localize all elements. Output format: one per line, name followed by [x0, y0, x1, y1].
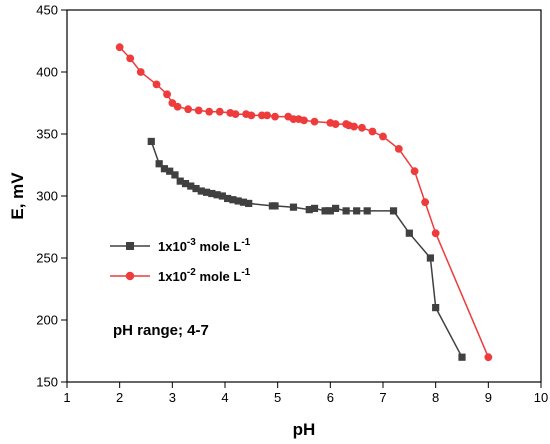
series-2-point	[331, 120, 340, 128]
series-2-point	[263, 111, 272, 120]
series-1-point	[155, 160, 163, 168]
series-1-point	[432, 304, 440, 312]
x-axis-title: pH	[293, 420, 316, 439]
series-2-point	[271, 112, 279, 121]
legend: 1x10-3 mole L-1 1x10-2 mole L-1	[110, 237, 251, 284]
legend-label-1-exp2: -1	[241, 237, 250, 248]
x-tick-label: 2	[116, 390, 123, 405]
x-tick-label: 3	[169, 390, 176, 405]
series-2-point	[184, 105, 193, 114]
series-1-point	[363, 207, 371, 215]
series-1-point	[229, 196, 237, 204]
series-1-point	[289, 203, 298, 211]
series-2-point	[484, 353, 493, 362]
series-2-point	[379, 132, 387, 141]
x-tick-label: 6	[327, 390, 334, 405]
series-1-point	[181, 180, 190, 188]
legend-label-1-base: 1x10	[158, 239, 187, 254]
series-2-point	[421, 198, 430, 207]
series-1-point	[458, 353, 466, 361]
series-2-point	[431, 229, 440, 238]
series-2-point	[231, 110, 240, 119]
series-2-point	[136, 68, 145, 76]
legend-label-1-mid: mole L	[196, 239, 242, 254]
y-tick-label: 300	[36, 189, 58, 204]
series-2-point	[247, 111, 256, 120]
series-2-point	[350, 122, 358, 131]
series-1-point	[389, 207, 398, 215]
series-1-point	[353, 207, 361, 215]
legend-label-series-1: 1x10-3 mole L-1	[158, 237, 251, 254]
x-tick-label: 10	[534, 390, 548, 405]
legend-marker-series-1	[126, 242, 134, 250]
series-2-point	[173, 102, 182, 111]
series-2-point	[215, 107, 224, 116]
legend-label-2-base: 1x10	[158, 269, 187, 284]
series-1-point	[213, 191, 221, 199]
axis-ticks: 1 2 3 4 5 6 7 8 9 10 150 200 250 300 350 400 450	[36, 3, 548, 406]
y-axis-title: E, mV	[8, 172, 27, 220]
series-1-point	[160, 165, 169, 173]
series-1-point	[245, 199, 253, 208]
series-1-point	[192, 184, 200, 193]
series-1-point	[305, 206, 313, 214]
series-1-point	[171, 171, 179, 179]
series-2-point	[310, 117, 319, 126]
y-tick-label: 450	[36, 3, 58, 18]
series-2-point	[163, 90, 171, 99]
y-tick-label: 350	[36, 127, 58, 142]
series-1-point	[310, 204, 319, 212]
legend-label-2-exp2: -1	[241, 267, 250, 278]
y-tick-label: 200	[36, 313, 58, 328]
series-1-point	[187, 182, 195, 190]
series-1-point	[202, 188, 211, 196]
series-1-point	[239, 198, 248, 206]
x-tick-label: 5	[274, 390, 281, 405]
series-2-point	[358, 123, 366, 132]
series-1-point	[197, 187, 205, 195]
series-1-point	[208, 189, 216, 198]
legend-label-series-2: 1x10-2 mole L-1	[158, 267, 251, 284]
series-1-point	[166, 167, 174, 175]
series-2-point	[194, 106, 203, 115]
legend-label-2-mid: mole L	[196, 269, 242, 284]
series-1-point	[147, 137, 155, 146]
series-1-point	[405, 229, 413, 237]
legend-marker-series-2	[125, 271, 135, 281]
series-1-point	[218, 192, 226, 200]
legend-label-1-exp: -3	[187, 237, 196, 248]
x-tick-label: 4	[221, 390, 228, 405]
series-1-point	[332, 204, 340, 212]
series-2-point	[300, 116, 308, 125]
series-1-point	[342, 207, 350, 215]
series-2-point	[368, 127, 377, 136]
series-2-point	[152, 80, 161, 89]
series-1-point	[271, 202, 279, 210]
series-1-point	[426, 254, 434, 262]
y-tick-label: 150	[36, 375, 58, 390]
series-2-point	[126, 54, 135, 63]
x-tick-label: 1	[63, 390, 70, 405]
series-2-point	[394, 144, 403, 153]
y-tick-label: 400	[36, 65, 58, 80]
legend-label-2-exp: -2	[187, 267, 196, 278]
series-1-point	[176, 177, 184, 185]
x-tick-label: 9	[485, 390, 492, 405]
x-tick-label: 7	[379, 390, 386, 405]
series-1-point	[326, 207, 334, 215]
series-1-point	[224, 194, 232, 203]
ph-range-annotation: pH range; 4-7	[113, 322, 209, 339]
series-2-point	[115, 43, 124, 52]
series-1-point	[234, 197, 242, 205]
series-layer	[115, 43, 493, 362]
x-tick-label: 8	[432, 390, 439, 405]
y-tick-label: 250	[36, 251, 58, 266]
series-2-point	[205, 107, 214, 116]
series-2-point	[410, 167, 419, 176]
